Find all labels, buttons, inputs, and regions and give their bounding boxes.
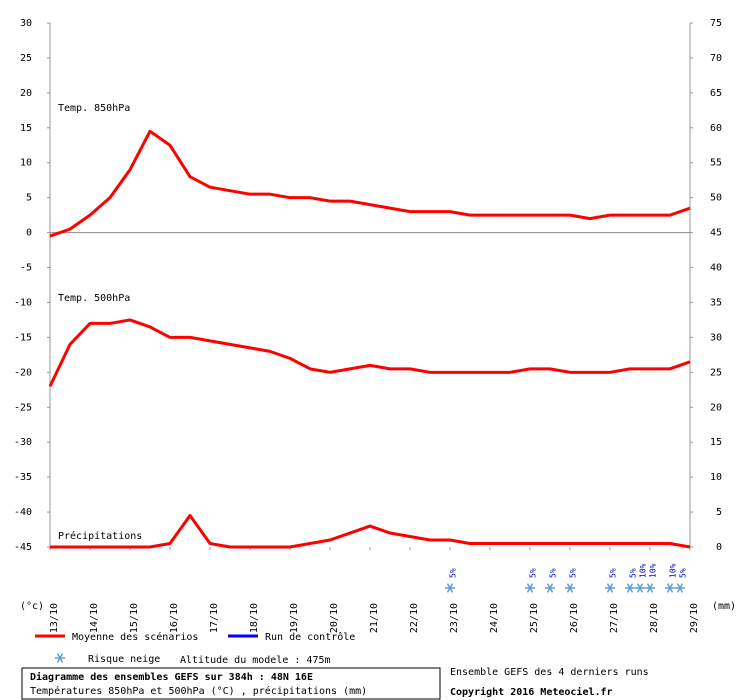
snowflake xyxy=(625,583,635,593)
y-tick-label: 5 xyxy=(26,193,32,204)
snowflake-stroke xyxy=(626,583,634,593)
y-tick-label: 20 xyxy=(20,88,32,99)
x-tick-label: 14/10 xyxy=(89,603,100,633)
y2-tick-label: 50 xyxy=(710,193,722,204)
snowflake-stroke xyxy=(636,583,644,593)
y-tick-label: 10 xyxy=(20,158,32,169)
y-tick-label: -40 xyxy=(14,507,32,518)
snow-risk-label: 5% xyxy=(629,568,638,578)
y-tick-label: -35 xyxy=(14,472,32,483)
y2-tick-label: 15 xyxy=(710,437,722,448)
snowflake-stroke xyxy=(446,583,454,593)
x-tick-label: 27/10 xyxy=(609,603,620,633)
snow-risk-label: 5% xyxy=(679,568,688,578)
x-tick-label: 28/10 xyxy=(649,603,660,633)
y-tick-label: -45 xyxy=(14,542,32,553)
copyright: Copyright 2016 Meteociel.fr xyxy=(450,686,613,698)
mean-line xyxy=(48,318,691,387)
snow-risk-label: 10% xyxy=(669,563,678,578)
y2-tick-label: 55 xyxy=(710,158,722,169)
x-tick-label: 24/10 xyxy=(489,603,500,633)
panel-label: Temp. 500hPa xyxy=(58,293,130,304)
title-box xyxy=(21,667,441,700)
x-tick-label: 23/10 xyxy=(449,603,460,633)
x-tick-label: 18/10 xyxy=(249,603,260,633)
panel-label: Précipitations xyxy=(58,530,142,542)
x-tick-label: 17/10 xyxy=(209,603,220,633)
snowflake xyxy=(605,583,615,593)
legend-label: Run de contrôle xyxy=(265,631,355,643)
y-tick-label: -25 xyxy=(14,402,32,413)
x-tick-label: 13/10 xyxy=(49,603,60,633)
snow-risk-label: 5% xyxy=(549,568,558,578)
y2-tick-label: 5 xyxy=(716,507,722,518)
y-tick-label: 0 xyxy=(26,228,32,239)
x-tick-label: 22/10 xyxy=(409,603,420,633)
y-axis-label: (°c) xyxy=(20,601,44,612)
y2-tick-label: 20 xyxy=(710,402,722,413)
y2-tick-label: 10 xyxy=(710,472,722,483)
chart-title: Diagramme des ensembles GEFS sur 384h : … xyxy=(30,671,313,683)
chart-subtitle: Températures 850hPa et 500hPa (°C) , pré… xyxy=(30,685,367,697)
y-tick-label: -10 xyxy=(14,297,32,308)
y-tick-label: -15 xyxy=(14,332,32,343)
y2-tick-label: 40 xyxy=(710,263,722,274)
mean-line xyxy=(49,129,691,238)
x-tick-label: 25/10 xyxy=(529,603,540,633)
y-tick-label: -5 xyxy=(20,263,32,274)
x-tick-label: 26/10 xyxy=(569,603,580,633)
source: Ensemble GEFS des 4 derniers runs xyxy=(450,667,649,678)
y-tick-label: -20 xyxy=(14,367,32,378)
snowflake-stroke xyxy=(676,583,684,593)
altitude: Altitude du modele : 475m xyxy=(180,655,331,666)
snowflake xyxy=(645,583,655,593)
y-tick-label: 15 xyxy=(20,123,32,134)
snow-risk-label: 10% xyxy=(639,563,648,578)
y-tick-label: 30 xyxy=(20,18,32,29)
snowflake-stroke xyxy=(56,653,64,663)
mean-line xyxy=(50,514,691,549)
x-tick-label: 29/10 xyxy=(689,603,700,633)
snow-risk-label: 5% xyxy=(609,568,618,578)
snow-risk-label: 5% xyxy=(529,568,538,578)
x-tick-label: 16/10 xyxy=(169,603,180,633)
y2-tick-label: 30 xyxy=(710,332,722,343)
x-tick-label: 20/10 xyxy=(329,603,340,633)
snowflake xyxy=(665,583,675,593)
snowflake-stroke xyxy=(546,583,554,593)
snowflake xyxy=(635,583,645,593)
snow-risk-label: 5% xyxy=(569,568,578,578)
snow-risk-label: 10% xyxy=(649,563,658,578)
y2-tick-label: 35 xyxy=(710,297,722,308)
snowflake xyxy=(55,653,65,663)
panel-label: Temp. 850hPa xyxy=(58,103,130,114)
y2-tick-label: 0 xyxy=(716,542,722,553)
snowflake xyxy=(545,583,555,593)
legend-label: Moyenne des scénarios xyxy=(72,631,198,643)
y2-tick-label: 60 xyxy=(710,123,722,134)
snowflake-stroke xyxy=(526,583,534,593)
y2-tick-label: 45 xyxy=(710,228,722,239)
y2-tick-label: 25 xyxy=(710,367,722,378)
snowflake xyxy=(675,583,685,593)
y2-tick-label: 65 xyxy=(710,88,722,99)
y2-tick-label: 70 xyxy=(710,53,722,64)
x-tick-label: 19/10 xyxy=(289,603,300,633)
snowflake-stroke xyxy=(666,583,674,593)
y-tick-label: 25 xyxy=(20,53,32,64)
y2-tick-label: 75 xyxy=(710,18,722,29)
legend-label: Risque neige xyxy=(88,654,160,665)
y-tick-label: -30 xyxy=(14,437,32,448)
snowflake xyxy=(565,583,575,593)
snowflake-stroke xyxy=(606,583,614,593)
x-tick-label: 15/10 xyxy=(129,603,140,633)
snowflake-stroke xyxy=(646,583,654,593)
snowflake xyxy=(445,583,455,593)
y2-axis-label: (mm) xyxy=(712,601,736,612)
snowflake-stroke xyxy=(566,583,574,593)
snowflake xyxy=(525,583,535,593)
snow-risk-label: 5% xyxy=(449,568,458,578)
x-tick-label: 21/10 xyxy=(369,603,380,633)
